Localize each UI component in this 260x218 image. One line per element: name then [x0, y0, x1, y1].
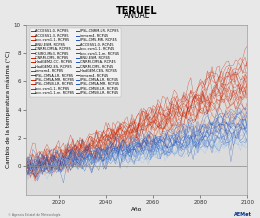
Legend: ACCESS1-0, RCP85, ACCESS1-3, RCP85, bcc-csm1-1, RCP85, BNU-ESM, RCP85, CNRM-CM5A: ACCESS1-0, RCP85, ACCESS1-3, RCP85, bcc-…: [30, 28, 121, 97]
X-axis label: Año: Año: [131, 208, 142, 213]
Y-axis label: Cambio de la temperatura máxima (°C): Cambio de la temperatura máxima (°C): [5, 51, 11, 169]
Title: TERUEL: TERUEL: [116, 5, 157, 15]
Text: ANUAL: ANUAL: [124, 11, 150, 20]
Text: © Agencia Estatal de Meteorología: © Agencia Estatal de Meteorología: [8, 213, 60, 217]
Text: AEMet: AEMet: [234, 212, 252, 217]
